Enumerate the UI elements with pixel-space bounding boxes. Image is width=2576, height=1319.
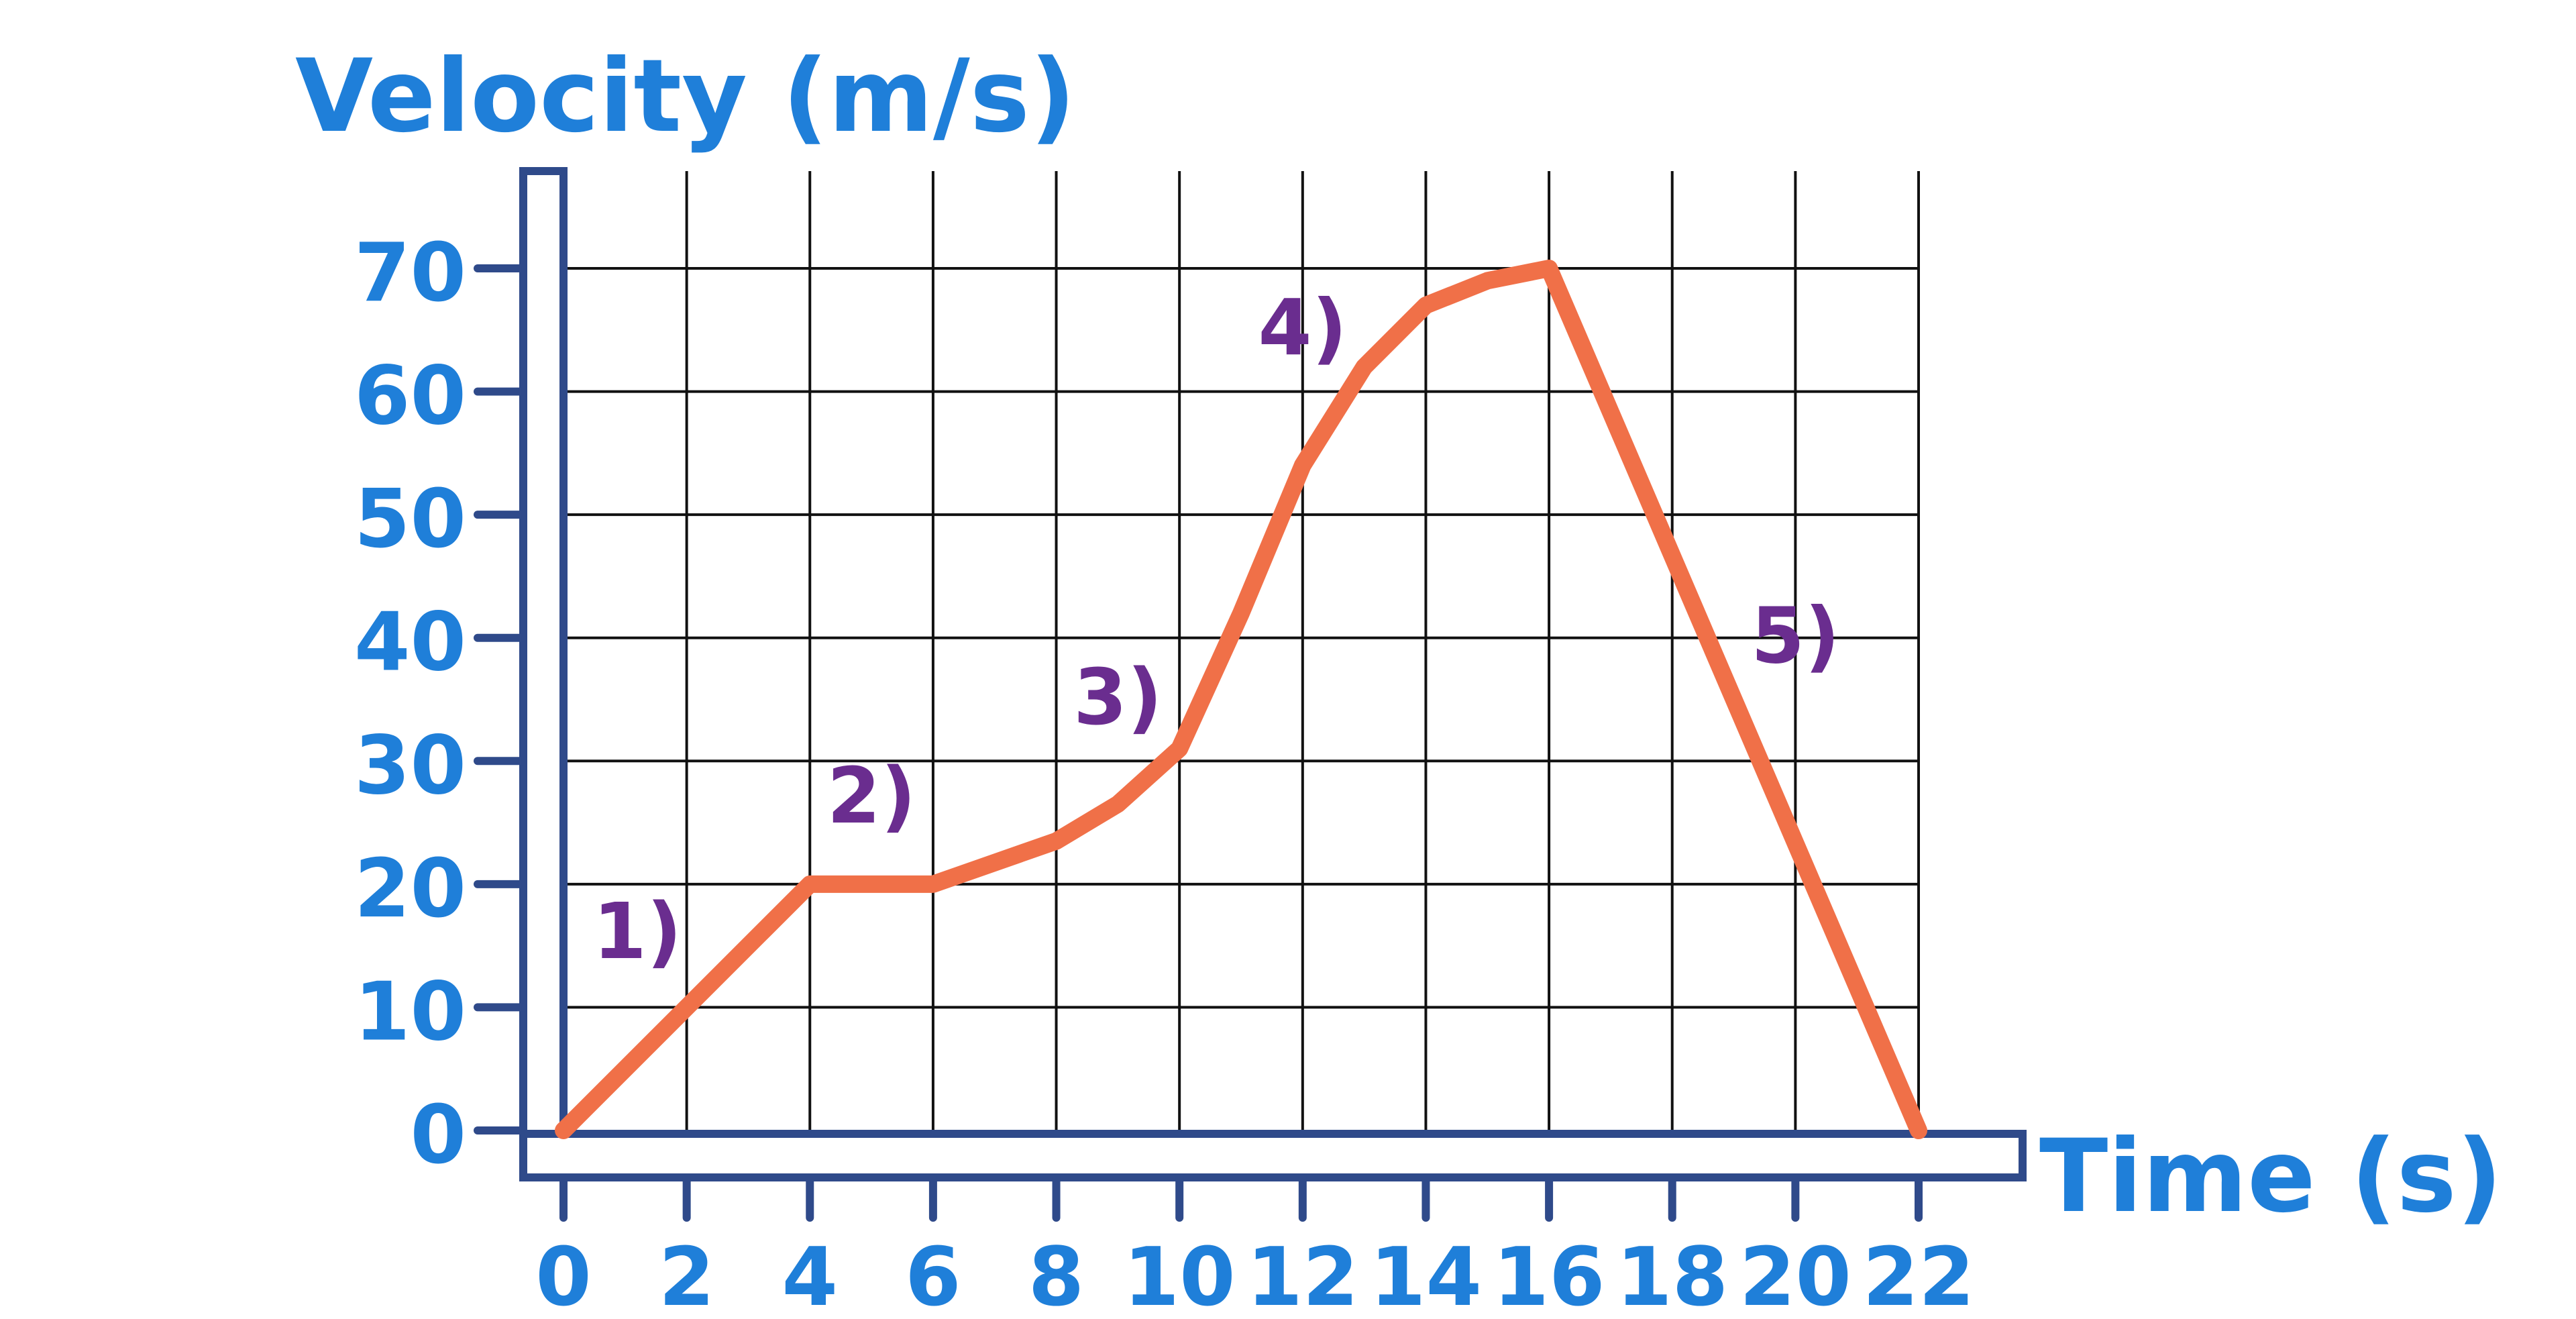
x-tick-label: 18 <box>1616 1231 1728 1316</box>
velocity-series-line <box>555 260 1927 1139</box>
y-tick-label: 40 <box>354 596 466 690</box>
x-tick-label: 14 <box>1370 1231 1482 1316</box>
y-tick-label: 0 <box>411 1089 467 1182</box>
x-tick-label: 2 <box>659 1231 715 1316</box>
x-tick-label: 8 <box>1028 1231 1085 1316</box>
segment-annotation: 5) <box>1751 591 1840 681</box>
segment-annotation: 4) <box>1258 284 1348 374</box>
x-tick-label: 6 <box>905 1231 961 1316</box>
y-tick-label: 30 <box>354 719 466 812</box>
x-tick-label: 0 <box>535 1231 592 1316</box>
y-tick-label: 60 <box>354 350 466 443</box>
x-tick-label: 4 <box>782 1231 839 1316</box>
y-tick-label: 50 <box>354 473 466 566</box>
axis-corner <box>527 1138 559 1173</box>
x-tick-label: 16 <box>1493 1231 1605 1316</box>
segment-annotation: 3) <box>1073 653 1163 743</box>
segment-annotation: 1) <box>593 887 682 977</box>
y-tick-label: 20 <box>354 843 466 936</box>
x-tick-label: 20 <box>1739 1231 1851 1316</box>
x-axis-title: Time (s) <box>2039 1118 2502 1235</box>
y-tick-label: 70 <box>354 227 466 320</box>
y-axis-bar <box>519 167 568 1181</box>
y-tick-label: 10 <box>354 965 466 1059</box>
x-tick-label: 22 <box>1863 1231 1975 1316</box>
label-layer: 1) 2) 3) 4) 5) <box>593 284 1840 978</box>
grid-layer <box>564 171 1920 1130</box>
x-tick-label: 10 <box>1124 1231 1236 1316</box>
x-tick-label: 12 <box>1246 1231 1358 1316</box>
series-layer <box>555 260 1927 1139</box>
segment-annotation: 2) <box>827 751 916 841</box>
x-axis-bar <box>519 1130 2027 1181</box>
axis-layer <box>519 167 2027 1181</box>
y-axis-title: Velocity (m/s) <box>295 38 1076 155</box>
